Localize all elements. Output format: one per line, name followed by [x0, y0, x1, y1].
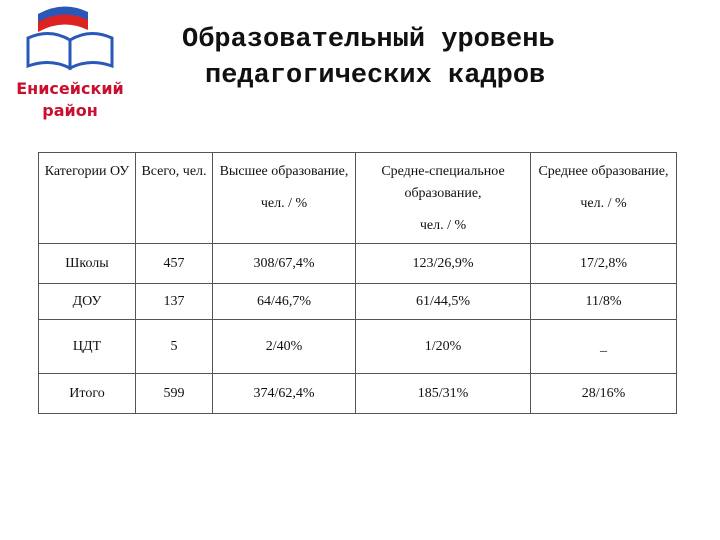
header-main: Всего, чел.: [141, 164, 207, 179]
table-cell: _: [530, 319, 677, 374]
table-cell: ДОУ: [38, 283, 136, 320]
title: Образовательный уровень педагогических к…: [150, 22, 710, 94]
header-main: Средне-специальное образование,: [381, 164, 505, 201]
flag-red: [38, 11, 88, 32]
header-sub: чел. / %: [580, 196, 627, 211]
table-cell: 2/40%: [212, 319, 356, 374]
table-row: Школы 457 308/67,4% 123/26,9% 17/2,8%: [38, 243, 677, 284]
header-main: Среднее образование,: [538, 164, 669, 179]
header-cell: Средне-специальное образование, чел. / %: [355, 152, 531, 244]
table-cell: 374/62,4%: [212, 373, 356, 414]
book-right: [68, 32, 114, 71]
header-sub: чел. / %: [260, 196, 308, 211]
table-cell: 11/8%: [530, 283, 677, 320]
table-cell: 137: [135, 283, 213, 320]
title-line: Образовательный уровень: [182, 25, 555, 55]
table-cell: Школы: [38, 243, 136, 284]
table-row: Итого 599 374/62,4% 185/31% 28/16%: [38, 373, 677, 414]
table-cell: 17/2,8%: [530, 243, 677, 284]
table-header: Категории ОУ Всего, чел. Высшее образовани…: [38, 152, 677, 244]
header-sub: чел. / %: [419, 218, 467, 233]
table-cell: 457: [135, 243, 213, 284]
table-cell: 5: [135, 319, 213, 374]
table-cell: 61/44,5%: [355, 283, 531, 320]
table-cell: 599: [135, 373, 213, 414]
logo-text: район: [42, 101, 98, 120]
table-cell: Итого: [38, 373, 136, 414]
table-cell: 185/31%: [355, 373, 531, 414]
table-cell: 1/20%: [355, 319, 531, 374]
header-cell: Среднее образование, чел. / %: [530, 152, 677, 244]
table-cell: ЦДТ: [38, 319, 136, 374]
logo-text: Енисейский: [16, 79, 124, 98]
table-cell: 308/67,4%: [212, 243, 356, 284]
table-cell: 64/46,7%: [212, 283, 356, 320]
header-cell: Высшее образование, чел. / %: [212, 152, 356, 244]
table-cell: 28/16%: [530, 373, 677, 414]
table-row: ЦДТ 5 2/40% 1/20% _: [38, 319, 677, 374]
book-left: [26, 32, 72, 71]
data-table: Категории ОУ Всего, чел. Высшее образовани…: [38, 152, 677, 414]
flag-blue: [38, 6, 88, 23]
logo: Енисейский район: [14, 2, 126, 122]
header-main: Категории ОУ: [44, 164, 130, 179]
table-cell: 123/26,9%: [355, 243, 531, 284]
header-main: Высшее образование,: [219, 164, 349, 179]
header-cell: Всего, чел.: [135, 152, 213, 244]
header-row: Категории ОУ Всего, чел. Высшее образовани…: [38, 152, 677, 244]
table-body: Школы 457 308/67,4% 123/26,9% 17/2,8% ДОУ 137 6…: [38, 243, 677, 414]
title-line: педагогических кадров: [205, 61, 546, 91]
header-cell: Категории ОУ: [38, 152, 136, 244]
table-row: ДОУ 137 64/46,7% 61/44,5% 11/8%: [38, 283, 677, 320]
